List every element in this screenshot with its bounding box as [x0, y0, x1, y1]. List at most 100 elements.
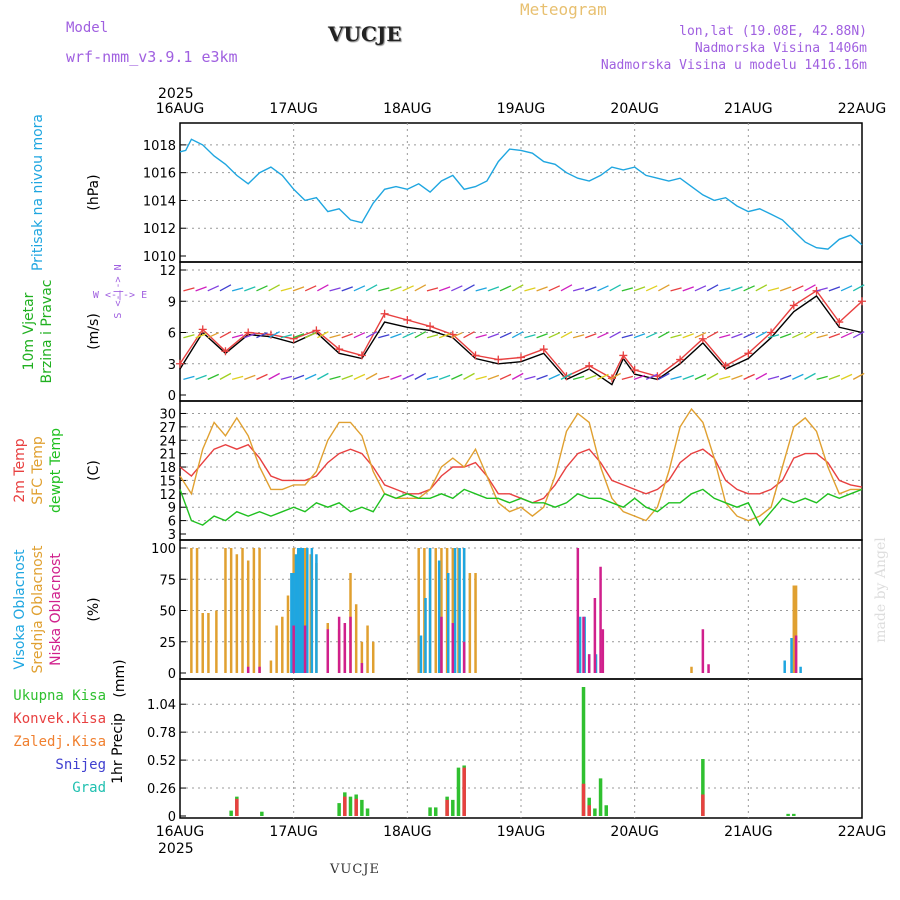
- wind-barb: [317, 331, 329, 339]
- y-axis-unit-temperature: (C): [86, 460, 102, 481]
- bar-clouds: [458, 548, 461, 673]
- bar-precip: [428, 807, 432, 816]
- wind-barb: [719, 375, 731, 381]
- wind-barb: [706, 372, 719, 380]
- wind-barb: [548, 332, 561, 339]
- bar-clouds: [296, 548, 300, 673]
- bar-clouds: [440, 616, 443, 673]
- wind-barb: [792, 285, 804, 292]
- wind-barb: [524, 375, 536, 381]
- wind-barb: [390, 374, 402, 380]
- bar-clouds: [799, 666, 802, 673]
- wind-barb: [767, 334, 780, 339]
- elevation-label: Nadmorska Visina 1406m: [694, 41, 867, 56]
- bar-precip: [593, 808, 597, 816]
- wind-barb: [572, 334, 585, 339]
- gust-marker: [176, 359, 184, 368]
- y-axis-title-temperature: 2m Temp: [12, 438, 28, 502]
- bar-clouds: [593, 598, 597, 673]
- wind-barb: [317, 284, 329, 292]
- wind-barb: [633, 374, 646, 380]
- gust-marker: [585, 361, 594, 370]
- wind-barb: [341, 333, 353, 339]
- coords-label: lon,lat (19.08E, 42.88N): [679, 24, 867, 39]
- bar-clouds: [190, 548, 193, 673]
- bar-clouds: [451, 548, 455, 673]
- y-tick-label: 12: [159, 488, 176, 503]
- gust-marker: [858, 297, 866, 306]
- bar-clouds: [474, 573, 477, 673]
- series-line-wind: [179, 295, 863, 386]
- wind-barb: [585, 333, 597, 339]
- wind-barb: [463, 284, 475, 292]
- wind-barb: [792, 373, 804, 380]
- x-tick-label-bottom: 22AUG: [838, 824, 887, 840]
- bar-clouds: [294, 554, 298, 673]
- bar-clouds: [468, 573, 472, 673]
- bar-clouds: [354, 604, 358, 673]
- bar-clouds: [601, 629, 605, 673]
- y-tick-label: 25: [159, 636, 176, 651]
- x-tick-label-bottom: 17AUG: [269, 824, 318, 840]
- wind-barb: [438, 374, 451, 380]
- wind-barb: [755, 372, 768, 380]
- wind-barb: [219, 331, 232, 339]
- model-name: wrf-nmm_v3.9.1 e3km: [66, 48, 238, 66]
- bar-clouds: [371, 641, 375, 673]
- wind-barb: [280, 375, 293, 381]
- wind-barb: [451, 285, 463, 292]
- bar-clouds: [258, 666, 261, 673]
- wind-barb: [816, 287, 828, 292]
- y-axis-title-clouds: Visoka Oblacnost: [12, 549, 28, 670]
- wind-barb: [341, 374, 353, 380]
- wind-barb: [207, 332, 220, 339]
- y-tick-label: 27: [159, 421, 176, 436]
- wind-barb: [743, 332, 755, 339]
- bar-clouds: [246, 666, 250, 673]
- bar-precip: [792, 813, 796, 816]
- wind-barb: [779, 374, 792, 380]
- wind-barb: [317, 372, 329, 380]
- bar-precip: [598, 778, 603, 816]
- y-tick-label: 0: [168, 810, 176, 825]
- wind-barb: [402, 285, 414, 292]
- bar-clouds: [453, 548, 457, 673]
- precip-legend-item: Konvek.Kisa: [13, 711, 106, 727]
- bar-clouds: [582, 616, 585, 673]
- bar-clouds: [275, 625, 278, 673]
- meteogram-label: Meteogram: [520, 0, 607, 19]
- bar-clouds: [434, 548, 437, 673]
- wind-barb: [451, 373, 463, 380]
- series-line-temperature: [179, 488, 863, 527]
- wind-barb: [207, 285, 220, 292]
- y-tick-label: 0: [168, 389, 176, 404]
- wind-barb: [585, 286, 597, 292]
- wind-barb: [475, 334, 487, 339]
- wind-barb: [244, 374, 256, 380]
- bar-clouds: [310, 548, 314, 673]
- wind-barb: [560, 372, 573, 380]
- y-tick-label: 6: [168, 327, 176, 342]
- bar-clouds: [195, 548, 199, 673]
- panel-frame-temperature: [179, 400, 863, 541]
- wind-barb: [694, 285, 707, 292]
- wind-barb: [268, 372, 280, 380]
- bar-clouds: [315, 554, 318, 673]
- y-tick-label: 1010: [143, 250, 176, 265]
- wind-barb: [438, 286, 451, 292]
- y-axis-title-precip: 1hr Precip: [110, 713, 126, 784]
- wind-barb: [621, 375, 634, 381]
- wind-barb: [304, 285, 317, 292]
- wind-barb: [183, 287, 195, 292]
- wind-barb: [548, 373, 561, 380]
- wind-barb: [231, 375, 244, 381]
- wind-barb: [365, 284, 378, 292]
- wind-direction-sub: S <-|-> N: [113, 264, 124, 318]
- x-year-top: 2025: [158, 86, 194, 102]
- wind-barb: [682, 374, 694, 380]
- x-tick-label-top: 21AUG: [724, 101, 773, 117]
- bar-clouds: [235, 554, 239, 673]
- panel-frame-precip: [179, 678, 863, 819]
- bar-clouds: [215, 610, 218, 673]
- bar-clouds: [241, 548, 244, 673]
